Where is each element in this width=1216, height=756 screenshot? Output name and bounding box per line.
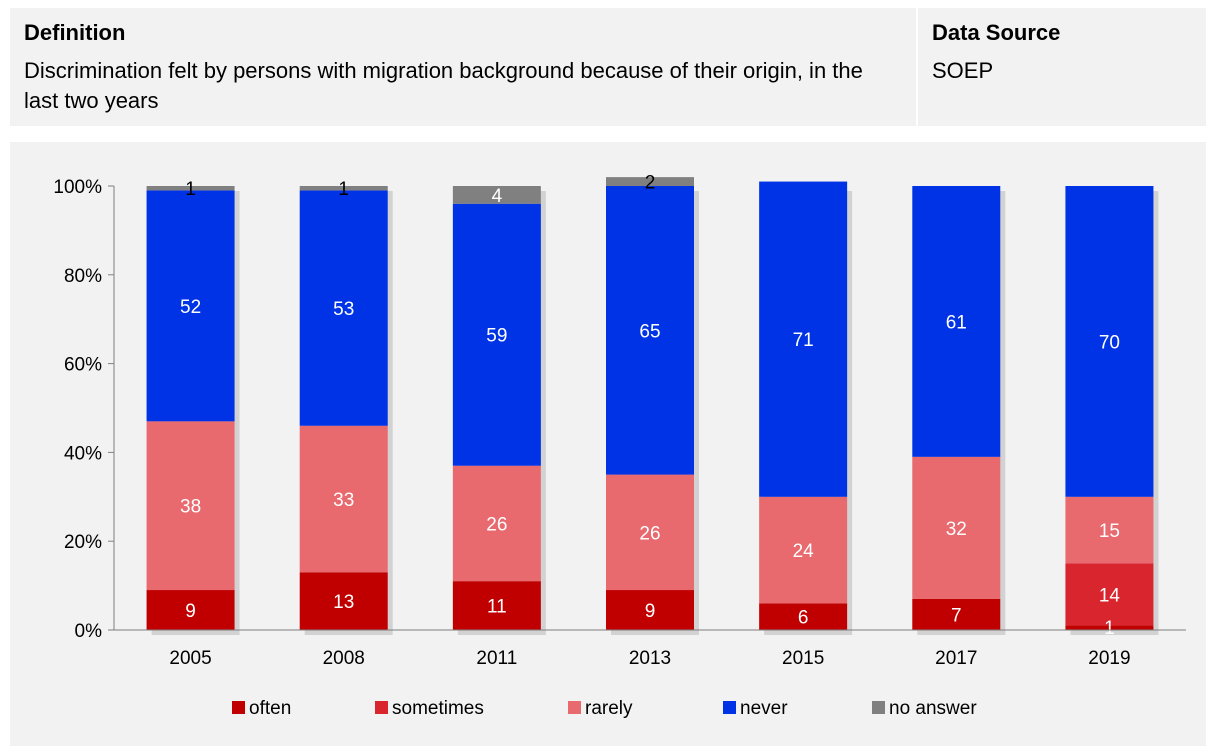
bar-segment: [452, 581, 541, 630]
bar-segment: [299, 425, 388, 573]
x-tick-label: 2013: [629, 648, 671, 669]
y-tick-label: 40%: [64, 443, 102, 464]
bar-segment: [299, 572, 388, 630]
data-label: 59: [486, 326, 507, 347]
data-label: 1: [185, 179, 196, 200]
data-label: 24: [793, 541, 815, 562]
bar-segment: [299, 186, 388, 191]
data-label: 11: [487, 597, 507, 618]
legend-label: rarely: [585, 698, 633, 719]
data-label: 7: [951, 605, 962, 626]
header: Definition Discrimination felt by person…: [10, 8, 1206, 126]
bar-segment: [452, 203, 541, 466]
bar-segment: [299, 190, 388, 426]
data-label: 70: [1099, 332, 1120, 353]
bar-segment: [452, 465, 541, 582]
bar-segment: [759, 496, 848, 604]
data-label: 6: [798, 608, 809, 629]
data-label: 65: [639, 321, 660, 342]
bar-segment: [912, 598, 1001, 630]
legend-label: often: [249, 698, 291, 719]
definition-label: Definition: [24, 20, 126, 45]
bar-segment: [606, 474, 694, 591]
y-tick-label: 100%: [53, 177, 102, 198]
legend-swatch: [568, 701, 581, 714]
data-source-text: SOEP: [932, 58, 994, 83]
bar-segment: [606, 186, 694, 475]
x-tick-label: 2011: [476, 648, 517, 669]
data-label: 61: [946, 312, 967, 333]
bar-segment: [146, 421, 235, 591]
legend-swatch: [232, 701, 245, 714]
bar-segment: [606, 177, 694, 186]
bar-segment: [1065, 625, 1154, 630]
data-label: 71: [793, 330, 814, 351]
bar-segment: [1065, 186, 1154, 497]
data-label: 38: [180, 497, 201, 518]
data-label: 52: [180, 297, 201, 318]
bar-segment: [452, 186, 541, 204]
legend-label: sometimes: [392, 698, 484, 719]
data-label: 13: [333, 592, 354, 613]
data-label: 9: [185, 601, 196, 622]
definition-panel: Definition Discrimination felt by person…: [10, 8, 916, 126]
data-label: 15: [1099, 521, 1120, 542]
data-label: 32: [946, 519, 967, 540]
y-tick-label: 60%: [64, 355, 102, 376]
legend-swatch: [375, 701, 388, 714]
legend-swatch: [872, 701, 885, 714]
bar-segment: [912, 186, 1001, 457]
legend-label: no answer: [889, 698, 977, 719]
x-tick-label: 2015: [782, 648, 824, 669]
bar-segment: [146, 590, 235, 630]
legend-swatch: [723, 701, 736, 714]
x-tick-label: 2019: [1088, 648, 1130, 669]
data-label: 9: [645, 601, 656, 622]
x-tick-label: 2017: [935, 648, 977, 669]
data-label: 1: [1104, 618, 1115, 639]
bar-segment: [1065, 496, 1154, 564]
data-label: 4: [492, 186, 503, 207]
bar-segment: [146, 190, 235, 422]
data-label: 14: [1099, 585, 1121, 606]
x-tick-label: 2005: [169, 648, 211, 669]
data-label: 53: [333, 299, 354, 320]
definition-text: Discrimination felt by persons with migr…: [24, 58, 863, 113]
y-tick-label: 0%: [75, 621, 103, 642]
data-label: 1: [338, 179, 349, 200]
bar-segment: [759, 603, 848, 630]
data-label: 33: [333, 490, 354, 511]
bar-segment: [1065, 563, 1154, 626]
data-source-panel: Data Source SOEP: [918, 8, 1206, 126]
legend-label: never: [740, 698, 788, 719]
bar-segment: [759, 181, 848, 497]
data-label: 26: [639, 523, 660, 544]
x-tick-label: 2008: [323, 648, 365, 669]
y-tick-label: 80%: [64, 266, 102, 287]
data-label: 26: [486, 514, 507, 535]
bar-segment: [146, 186, 235, 191]
data-source-label: Data Source: [932, 20, 1061, 45]
bar-segment: [912, 456, 1001, 599]
bar-segment: [606, 590, 694, 630]
y-tick-label: 20%: [64, 532, 102, 553]
stacked-bar-chart: 0% 20% 40% 60% 80% 100% 9 38 52 1 2005 13 33 53 1 2008 1…: [53, 173, 1186, 719]
chart-panel: 0% 20% 40% 60% 80% 100% 9 38 52 1 2005 13 33 53 1 2008 1…: [10, 142, 1206, 746]
data-label: 2: [645, 173, 656, 194]
